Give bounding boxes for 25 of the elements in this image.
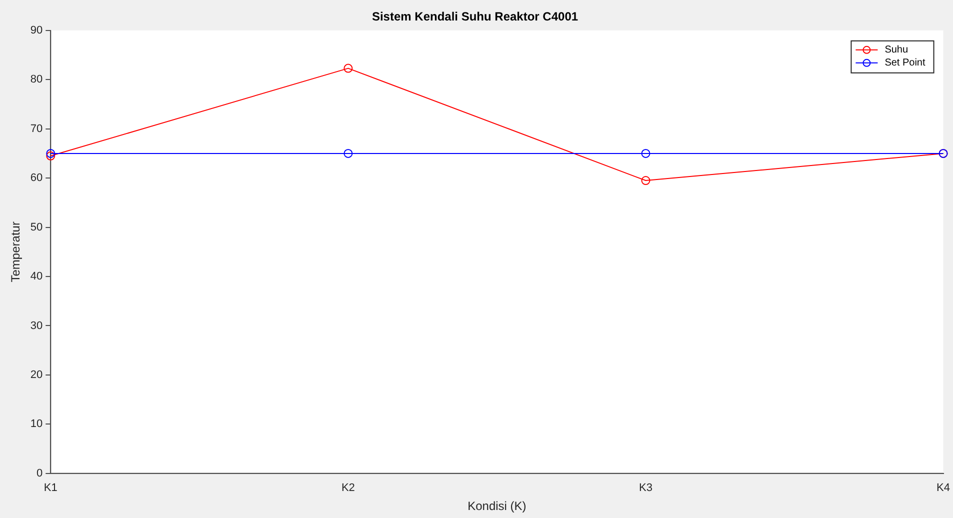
y-tick-label: 90 <box>30 24 43 36</box>
y-tick-label: 20 <box>30 368 43 381</box>
y-tick-label: 0 <box>36 467 43 480</box>
y-tick-label: 60 <box>30 172 43 184</box>
x-tick-label: K3 <box>638 482 652 494</box>
point <box>344 148 353 158</box>
y-tick-label: 10 <box>30 418 43 430</box>
point <box>46 148 56 158</box>
x-tick-label: K2 <box>341 482 355 494</box>
y-tick-label: 40 <box>30 270 43 283</box>
y-tick-label: 70 <box>30 122 43 135</box>
y-tick-label: 50 <box>30 221 43 234</box>
point <box>641 176 650 186</box>
legend-label: Set Point <box>884 58 926 69</box>
point <box>641 148 650 158</box>
y-tick-label: 30 <box>30 320 43 332</box>
point <box>344 64 353 73</box>
point <box>46 151 56 160</box>
x-axis-title: Kondisi (K) <box>468 499 526 514</box>
legend-label: Suhu <box>884 44 908 56</box>
chart-title: Sistem Kendali Suhu Reaktor C4001 <box>372 10 578 24</box>
x-tick-label: K4 <box>936 482 950 494</box>
y-axis-title: Temperatur <box>8 222 23 282</box>
x-tick-label: K1 <box>44 482 58 494</box>
y-tick-label: 80 <box>30 74 43 86</box>
